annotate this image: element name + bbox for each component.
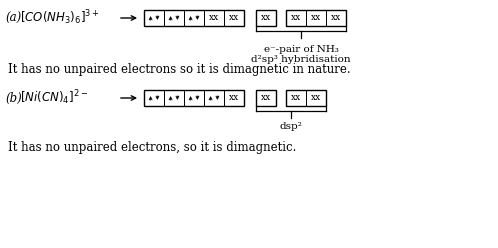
Text: xx: xx <box>229 13 239 23</box>
Bar <box>256 10 276 26</box>
Text: e⁻-pair of NH₃
d²sp³ hybridisation: e⁻-pair of NH₃ d²sp³ hybridisation <box>251 45 351 64</box>
Text: (a): (a) <box>5 11 21 25</box>
Text: xx: xx <box>291 93 301 102</box>
Text: xx: xx <box>261 93 271 102</box>
Bar <box>144 90 244 106</box>
Text: It has no unpaired electrons so it is dimagnetic in nature.: It has no unpaired electrons so it is di… <box>8 63 351 76</box>
Text: It has no unpaired electrons, so it is dimagnetic.: It has no unpaired electrons, so it is d… <box>8 142 296 155</box>
Bar <box>256 90 276 106</box>
Text: xx: xx <box>229 93 239 102</box>
Text: $[CO(NH_3)_6]^{3+}$: $[CO(NH_3)_6]^{3+}$ <box>20 9 100 27</box>
Text: xx: xx <box>261 13 271 23</box>
Text: (b): (b) <box>5 92 22 104</box>
Text: xx: xx <box>311 13 321 23</box>
Bar <box>286 90 326 106</box>
Bar <box>286 10 346 26</box>
Text: $[Ni(CN)_4]^{2-}$: $[Ni(CN)_4]^{2-}$ <box>20 89 88 107</box>
Text: xx: xx <box>209 13 219 23</box>
Text: xx: xx <box>311 93 321 102</box>
Text: xx: xx <box>331 13 341 23</box>
Bar <box>144 10 244 26</box>
Text: dsp²: dsp² <box>279 122 302 131</box>
Text: xx: xx <box>291 13 301 23</box>
